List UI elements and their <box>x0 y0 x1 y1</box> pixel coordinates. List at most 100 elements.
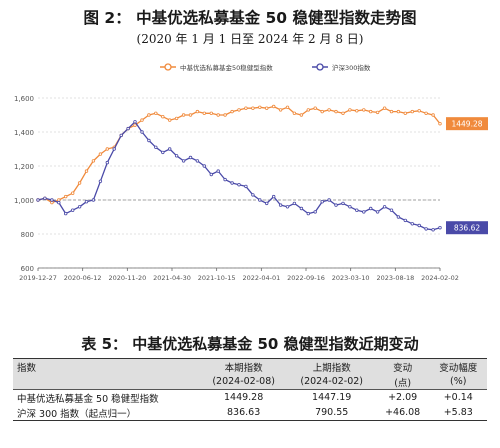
index-line-chart: 中基优选私募基金50稳健型指数 沪深300指数 600 800 1,000 1,200 1… <box>14 63 488 282</box>
series-point <box>140 130 144 134</box>
row-pct: +0.14 <box>429 389 487 405</box>
legend-swatch-marker <box>164 63 172 71</box>
series-point <box>230 181 234 185</box>
series-point <box>265 201 269 206</box>
x-tick-label: 2024-02-02 <box>421 274 459 282</box>
series-point <box>105 160 109 165</box>
row-name: 中基优选私募基金 50 稳健型指数 <box>13 389 200 405</box>
series-point <box>209 111 213 115</box>
series-point <box>292 111 297 115</box>
y-tick-label: 1,200 <box>14 163 34 171</box>
series-point <box>57 200 61 205</box>
series-point <box>410 222 414 226</box>
series-point <box>431 228 435 232</box>
series-point <box>105 147 109 151</box>
series-point <box>382 205 387 209</box>
x-tick-label: 2020-06-12 <box>64 274 102 282</box>
series-point <box>195 109 200 114</box>
series-point <box>341 111 345 115</box>
series-point <box>299 113 304 117</box>
series-point <box>375 110 380 115</box>
header-index: 指数 <box>13 358 200 374</box>
y-axis: 600 800 1,000 1,200 1,400 1,600 <box>14 95 34 273</box>
series-point <box>272 194 276 199</box>
series-point <box>77 181 82 185</box>
series-point <box>348 205 352 209</box>
series-point <box>417 223 421 228</box>
series-point <box>119 133 123 138</box>
series-point <box>237 182 241 187</box>
series-point <box>70 208 75 212</box>
x-axis: 2019-12-27 2020-06-12 2020-11-20 2021-04-30… <box>19 267 459 282</box>
series-point <box>334 203 338 207</box>
series-point <box>147 138 151 143</box>
series-point <box>285 105 290 109</box>
header-pct: 变动幅度 <box>429 358 487 374</box>
series-point <box>237 108 241 112</box>
header-current: 本期指数 <box>199 358 288 374</box>
series-point <box>403 218 407 223</box>
index-change-table: 指数 本期指数 上期指数 变动 变动幅度 (2024-02-08) (2024-… <box>13 358 487 421</box>
series-point <box>70 191 75 195</box>
series-point <box>181 113 186 117</box>
row-pct: +5.83 <box>429 405 487 421</box>
series-point <box>188 155 193 160</box>
series-point <box>272 104 276 109</box>
series-point <box>306 211 310 216</box>
series-point <box>147 113 151 117</box>
series-point <box>195 159 200 163</box>
series-point <box>167 118 172 122</box>
series-point <box>278 108 283 112</box>
series-point <box>299 206 304 211</box>
series-point <box>216 113 220 117</box>
chart-legend: 中基优选私募基金50稳健型指数 沪深300指数 <box>160 63 371 72</box>
series-point <box>438 225 442 230</box>
x-tick-label: 2023-08-18 <box>376 274 414 282</box>
series-point <box>223 113 227 117</box>
series-point <box>396 215 401 219</box>
header-previous-date: (2024-02-02) <box>287 374 376 390</box>
series-line <box>37 121 441 231</box>
series-point <box>438 121 442 126</box>
series-point <box>133 123 137 127</box>
series-point <box>389 109 394 114</box>
series-point <box>77 205 82 209</box>
series-point <box>202 164 206 168</box>
figure-title: 图 2： 中基优选私募基金 50 稳健型指数走势图 <box>83 9 417 27</box>
series-point <box>369 109 373 114</box>
series-point <box>154 111 158 115</box>
table-header-subrow: (2024-02-08) (2024-02-02) (点) (%) <box>13 374 487 390</box>
series-point <box>36 198 40 202</box>
series-point <box>63 211 68 216</box>
header-pct-unit: (%) <box>429 374 487 390</box>
series-point <box>251 106 255 110</box>
series-point <box>98 152 103 156</box>
header-change: 变动 <box>375 358 430 374</box>
series-point <box>209 172 213 177</box>
series-point <box>91 159 96 163</box>
end-label-box <box>446 221 488 235</box>
series-point <box>403 111 407 115</box>
series-point <box>375 210 380 214</box>
series-point <box>410 109 414 114</box>
series-point <box>140 118 144 122</box>
x-tick-label: 2022-04-01 <box>242 274 280 282</box>
series-point <box>50 198 54 202</box>
x-tick-label: 2021-10-15 <box>198 274 236 282</box>
series-point <box>126 126 130 131</box>
series-point <box>306 108 310 112</box>
x-tick-label: 2021-04-30 <box>153 274 191 282</box>
row-name: 沪深 300 指数（起点归一） <box>13 405 200 421</box>
series-point <box>174 154 179 158</box>
series-point <box>355 109 359 113</box>
series-point <box>91 198 96 202</box>
series-point <box>258 105 262 109</box>
series-point <box>327 108 331 112</box>
series-point <box>348 108 352 112</box>
y-tick-label: 600 <box>21 265 34 273</box>
series-point <box>161 115 165 119</box>
series-point <box>327 198 331 202</box>
series-point <box>334 109 338 114</box>
y-tick-label: 800 <box>21 231 34 239</box>
series-point <box>265 106 269 110</box>
